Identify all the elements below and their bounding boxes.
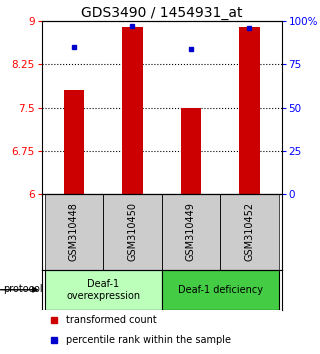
Text: transformed count: transformed count — [66, 315, 156, 325]
Bar — [103, 194, 162, 269]
Text: GSM310448: GSM310448 — [69, 202, 79, 261]
Bar — [64, 90, 84, 194]
Bar — [220, 194, 279, 269]
Text: percentile rank within the sample: percentile rank within the sample — [66, 335, 231, 346]
Bar — [162, 269, 279, 310]
Text: GSM310450: GSM310450 — [127, 202, 137, 261]
Text: Deaf-1 deficiency: Deaf-1 deficiency — [178, 285, 263, 295]
Text: Deaf-1
overexpression: Deaf-1 overexpression — [66, 279, 140, 301]
Bar — [44, 194, 103, 269]
Text: protocol: protocol — [3, 284, 43, 293]
Text: GSM310452: GSM310452 — [244, 202, 254, 261]
Bar — [122, 27, 143, 194]
Text: GSM310449: GSM310449 — [186, 202, 196, 261]
Bar — [239, 27, 260, 194]
Bar — [44, 269, 162, 310]
Bar — [162, 194, 220, 269]
Title: GDS3490 / 1454931_at: GDS3490 / 1454931_at — [81, 6, 242, 20]
Bar — [180, 108, 201, 194]
